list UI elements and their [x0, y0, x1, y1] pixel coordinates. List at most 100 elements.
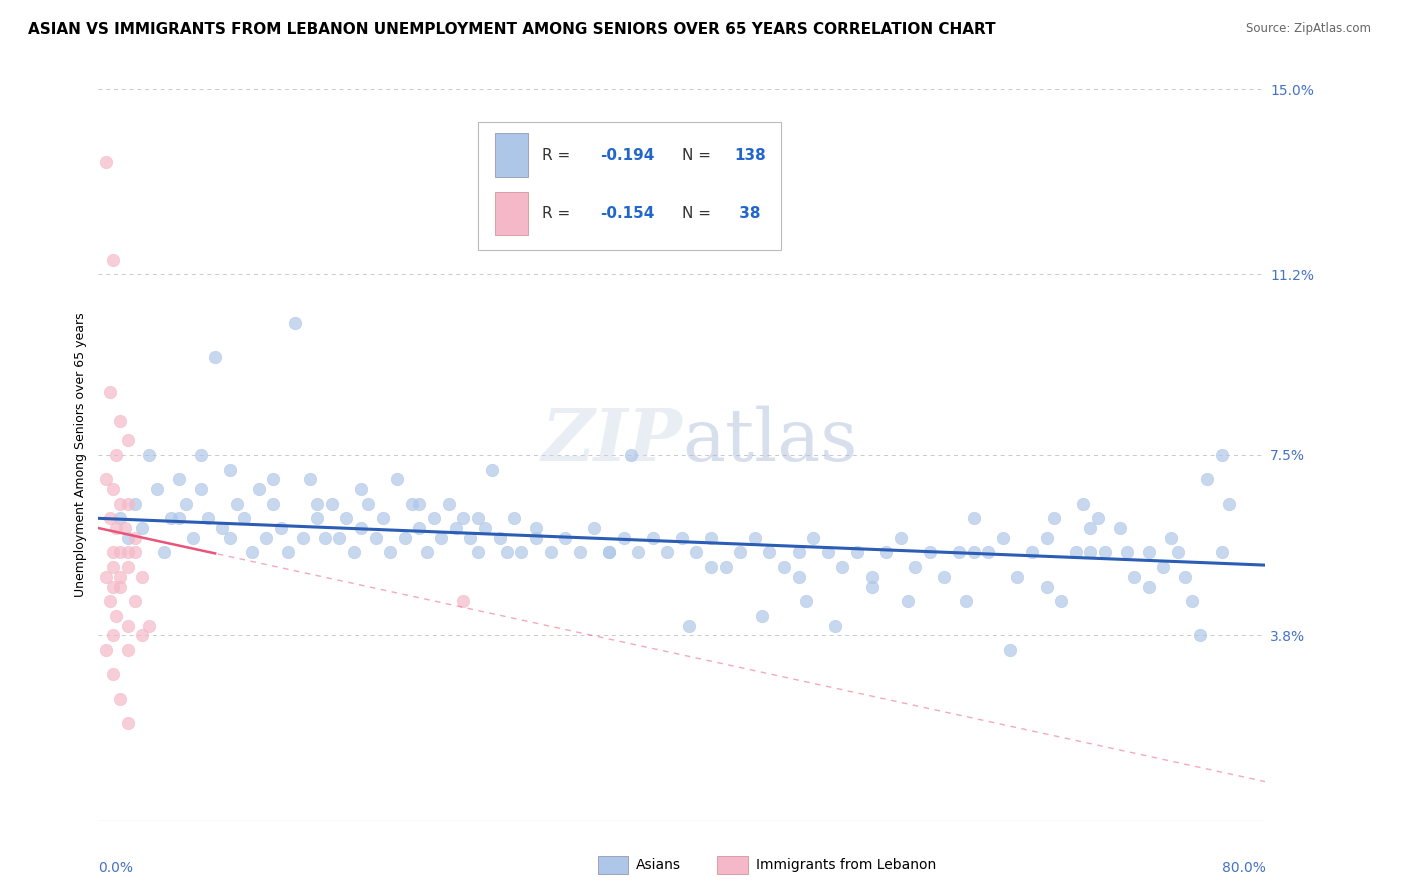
Text: -0.154: -0.154	[600, 206, 655, 221]
Point	[190, 448, 212, 462]
Point	[613, 531, 636, 545]
Text: Asians: Asians	[636, 858, 681, 872]
Point	[1181, 594, 1204, 608]
Point	[357, 497, 380, 511]
Point	[860, 570, 883, 584]
Point	[510, 545, 533, 559]
Point	[146, 482, 169, 496]
Text: R =: R =	[541, 206, 575, 221]
Point	[467, 511, 489, 525]
Point	[291, 531, 314, 545]
Point	[110, 691, 132, 706]
Point	[160, 511, 183, 525]
Point	[1007, 570, 1029, 584]
Point	[101, 482, 124, 496]
Point	[1188, 628, 1211, 642]
Point	[98, 594, 121, 608]
Point	[846, 545, 869, 559]
Point	[890, 531, 912, 545]
Point	[773, 560, 796, 574]
Point	[226, 497, 249, 511]
Point	[328, 531, 350, 545]
Point	[444, 521, 467, 535]
Point	[998, 643, 1021, 657]
Point	[197, 511, 219, 525]
Point	[1035, 580, 1057, 594]
Point	[1137, 580, 1160, 594]
Y-axis label: Unemployment Among Seniors over 65 years: Unemployment Among Seniors over 65 years	[75, 312, 87, 598]
Point	[101, 667, 124, 681]
Point	[131, 570, 153, 584]
Point	[314, 531, 336, 545]
Text: -0.194: -0.194	[600, 147, 655, 162]
Point	[94, 155, 117, 169]
Point	[598, 545, 620, 559]
Point	[934, 570, 956, 584]
Point	[714, 560, 737, 574]
Point	[101, 252, 124, 267]
Point	[918, 545, 941, 559]
Point	[1080, 545, 1102, 559]
Point	[104, 521, 127, 535]
Point	[977, 545, 1000, 559]
Point	[104, 448, 127, 462]
Point	[218, 531, 240, 545]
Point	[1087, 511, 1109, 525]
Point	[117, 716, 139, 731]
Point	[94, 472, 117, 486]
Point	[481, 462, 503, 476]
Point	[254, 531, 277, 545]
Point	[524, 521, 547, 535]
Point	[218, 462, 240, 476]
Point	[101, 628, 124, 642]
Point	[124, 594, 146, 608]
Point	[1197, 472, 1219, 486]
Point	[110, 414, 132, 428]
Point	[181, 531, 204, 545]
Point	[467, 545, 489, 559]
Point	[270, 521, 292, 535]
Point	[117, 560, 139, 574]
Point	[794, 594, 817, 608]
Point	[94, 643, 117, 657]
Point	[117, 497, 139, 511]
Point	[897, 594, 920, 608]
Point	[104, 608, 127, 623]
Point	[350, 521, 373, 535]
Point	[744, 531, 766, 545]
Point	[787, 545, 810, 559]
Point	[437, 497, 460, 511]
Point	[263, 472, 285, 486]
Point	[190, 482, 212, 496]
Point	[240, 545, 263, 559]
Point	[98, 511, 121, 525]
Point	[138, 618, 160, 632]
Point	[98, 384, 121, 399]
Point	[451, 594, 474, 608]
Point	[824, 618, 846, 632]
Point	[598, 545, 620, 559]
Point	[131, 628, 153, 642]
Point	[94, 570, 117, 584]
Point	[307, 511, 329, 525]
Point	[101, 560, 124, 574]
Point	[1137, 545, 1160, 559]
Point	[1115, 545, 1137, 559]
Text: atlas: atlas	[682, 405, 858, 475]
Point	[1094, 545, 1116, 559]
Point	[568, 545, 591, 559]
Point	[364, 531, 387, 545]
Point	[124, 545, 146, 559]
Point	[114, 521, 136, 535]
Point	[110, 511, 132, 525]
Point	[174, 497, 197, 511]
Point	[751, 608, 773, 623]
Text: 38: 38	[734, 206, 761, 221]
Point	[117, 545, 139, 559]
Point	[387, 472, 409, 486]
Text: ASIAN VS IMMIGRANTS FROM LEBANON UNEMPLOYMENT AMONG SENIORS OVER 65 YEARS CORREL: ASIAN VS IMMIGRANTS FROM LEBANON UNEMPLO…	[28, 22, 995, 37]
Point	[831, 560, 853, 574]
Point	[263, 497, 285, 511]
Point	[678, 618, 700, 632]
Point	[343, 545, 366, 559]
